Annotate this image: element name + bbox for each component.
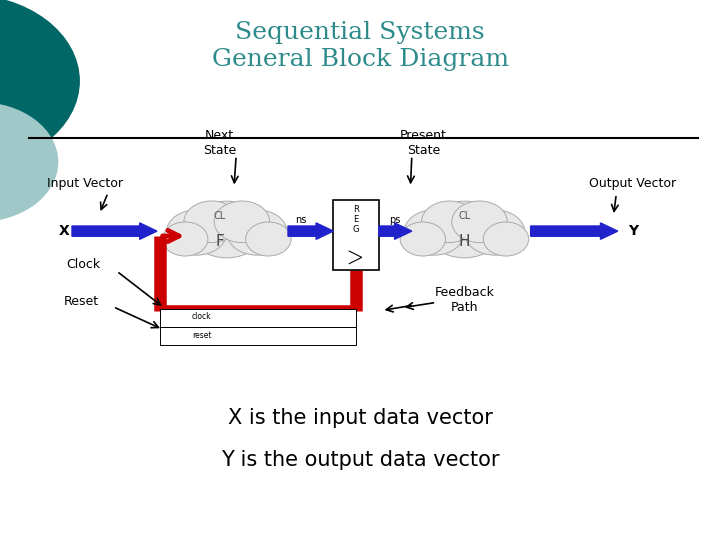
Text: Sequential Systems: Sequential Systems	[235, 21, 485, 44]
FancyBboxPatch shape	[160, 309, 356, 327]
FancyBboxPatch shape	[333, 200, 379, 270]
Text: X is the input data vector: X is the input data vector	[228, 408, 492, 429]
Circle shape	[483, 222, 528, 256]
Circle shape	[215, 201, 269, 242]
Text: R
E
G: R E G	[353, 205, 359, 234]
Text: clock: clock	[192, 313, 212, 321]
Circle shape	[400, 222, 446, 256]
Circle shape	[421, 201, 477, 242]
Text: ps: ps	[389, 214, 400, 225]
Text: General Block Diagram: General Block Diagram	[212, 48, 508, 71]
FancyBboxPatch shape	[160, 327, 356, 345]
FancyArrow shape	[379, 223, 412, 239]
Text: Clock: Clock	[67, 258, 101, 271]
Circle shape	[464, 210, 525, 255]
Text: Output Vector: Output Vector	[588, 177, 676, 190]
Text: Y is the output data vector: Y is the output data vector	[221, 450, 499, 470]
Text: Reset: Reset	[63, 295, 99, 308]
Circle shape	[163, 222, 208, 256]
Circle shape	[189, 201, 265, 258]
Circle shape	[246, 222, 291, 256]
Text: X: X	[58, 224, 69, 238]
Text: Y: Y	[628, 224, 638, 238]
Text: F: F	[215, 234, 224, 249]
Circle shape	[227, 210, 287, 255]
Circle shape	[404, 210, 464, 255]
FancyArrow shape	[531, 223, 618, 239]
FancyArrow shape	[288, 223, 333, 239]
Text: Present
State: Present State	[400, 129, 447, 157]
Circle shape	[426, 201, 503, 258]
Circle shape	[0, 0, 79, 167]
Text: Next
State: Next State	[203, 129, 236, 157]
Circle shape	[166, 210, 227, 255]
Text: H: H	[459, 234, 470, 249]
FancyArrow shape	[72, 223, 157, 239]
Circle shape	[452, 201, 507, 242]
Text: CL: CL	[213, 211, 226, 221]
Circle shape	[0, 103, 58, 221]
Text: ns: ns	[295, 214, 307, 225]
Text: Feedback
Path: Feedback Path	[434, 286, 495, 314]
Text: reset: reset	[192, 331, 212, 340]
Text: CL: CL	[458, 211, 471, 221]
Circle shape	[184, 201, 239, 242]
Text: Input Vector: Input Vector	[47, 177, 123, 190]
